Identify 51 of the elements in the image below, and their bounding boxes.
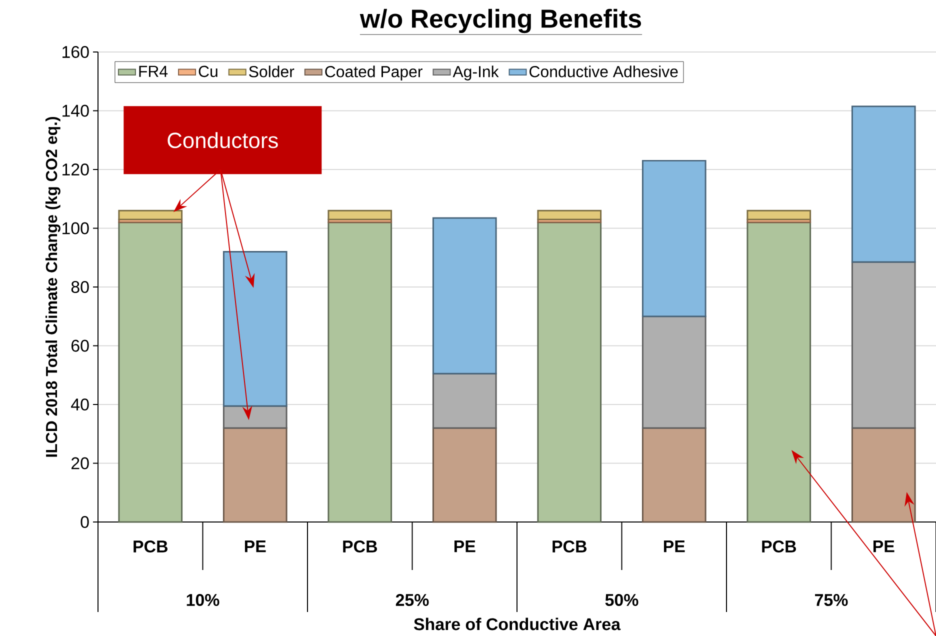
bar bbox=[746, 222, 812, 523]
bar bbox=[328, 210, 392, 220]
annotation: Conductors bbox=[168, 132, 278, 148]
bar bbox=[222, 251, 288, 407]
bar bbox=[222, 427, 288, 523]
y-tick-label: 20 bbox=[72, 457, 89, 470]
legend-label: Ag-Ink bbox=[452, 66, 499, 80]
y-tick-label: 80 bbox=[71, 281, 89, 293]
bar bbox=[642, 427, 706, 523]
legend-label: Cu bbox=[198, 66, 218, 78]
x-tick-label: PCB bbox=[343, 540, 377, 552]
bar bbox=[432, 217, 497, 374]
x-tick-label: PE bbox=[454, 540, 476, 552]
bar bbox=[642, 160, 706, 318]
bar bbox=[746, 210, 812, 220]
y-tick-label: 60 bbox=[72, 340, 89, 352]
bar bbox=[537, 222, 602, 523]
y-tick-label: 160 bbox=[62, 46, 89, 58]
bar bbox=[432, 372, 497, 429]
bar bbox=[118, 222, 183, 523]
y-axis-title: ILCD 2018 Total Climate Change (kg CO2 eq.) bbox=[45, 117, 60, 457]
text: 10% bbox=[186, 594, 220, 606]
y-tick-label: 0 bbox=[80, 516, 89, 528]
bar bbox=[851, 261, 916, 429]
x-tick-label: PCB bbox=[134, 540, 168, 552]
bar bbox=[328, 222, 392, 523]
text: 50% bbox=[605, 594, 638, 606]
bar bbox=[851, 427, 916, 523]
bar bbox=[642, 316, 706, 429]
x-axis-title: Share of Conductive Area bbox=[414, 618, 621, 630]
text: 75% bbox=[815, 594, 848, 606]
y-tick-label: 40 bbox=[71, 398, 89, 411]
chart-title: w/o Recycling Benefits bbox=[360, 8, 641, 34]
bar bbox=[537, 210, 602, 220]
bar bbox=[118, 210, 183, 220]
y-tick-label: 120 bbox=[62, 164, 89, 176]
y-tick-label: 100 bbox=[62, 222, 89, 234]
x-tick-label: PCB bbox=[762, 540, 796, 552]
x-tick-label: PE bbox=[873, 540, 894, 552]
x-tick-label: PE bbox=[244, 540, 266, 552]
x-tick-label: PCB bbox=[552, 540, 586, 552]
legend-label: Coated Paper bbox=[325, 66, 422, 80]
x-tick-label: PE bbox=[664, 540, 685, 552]
bar bbox=[851, 106, 916, 263]
legend-label: Solder bbox=[249, 66, 294, 78]
text: 25% bbox=[396, 594, 429, 606]
bar bbox=[432, 427, 497, 523]
y-tick-label: 140 bbox=[62, 104, 89, 117]
legend-label: FR4 bbox=[139, 66, 168, 77]
legend-label: Conductive Adhesive bbox=[530, 66, 678, 78]
bar bbox=[222, 405, 288, 429]
